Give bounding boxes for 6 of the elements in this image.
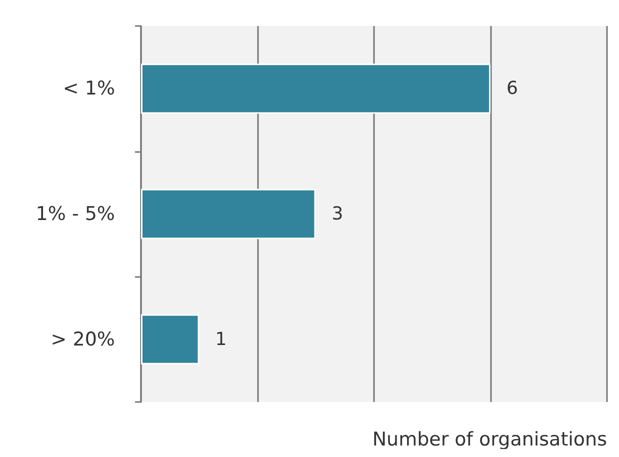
data-label: 3 <box>332 204 344 224</box>
y-tick-label: < 1% <box>62 78 115 100</box>
data-label: 1 <box>215 328 227 350</box>
y-tick-label: 1% - 5% <box>36 203 115 225</box>
y-tick-label: > 20% <box>50 328 115 350</box>
data-label: 6 <box>506 78 518 100</box>
